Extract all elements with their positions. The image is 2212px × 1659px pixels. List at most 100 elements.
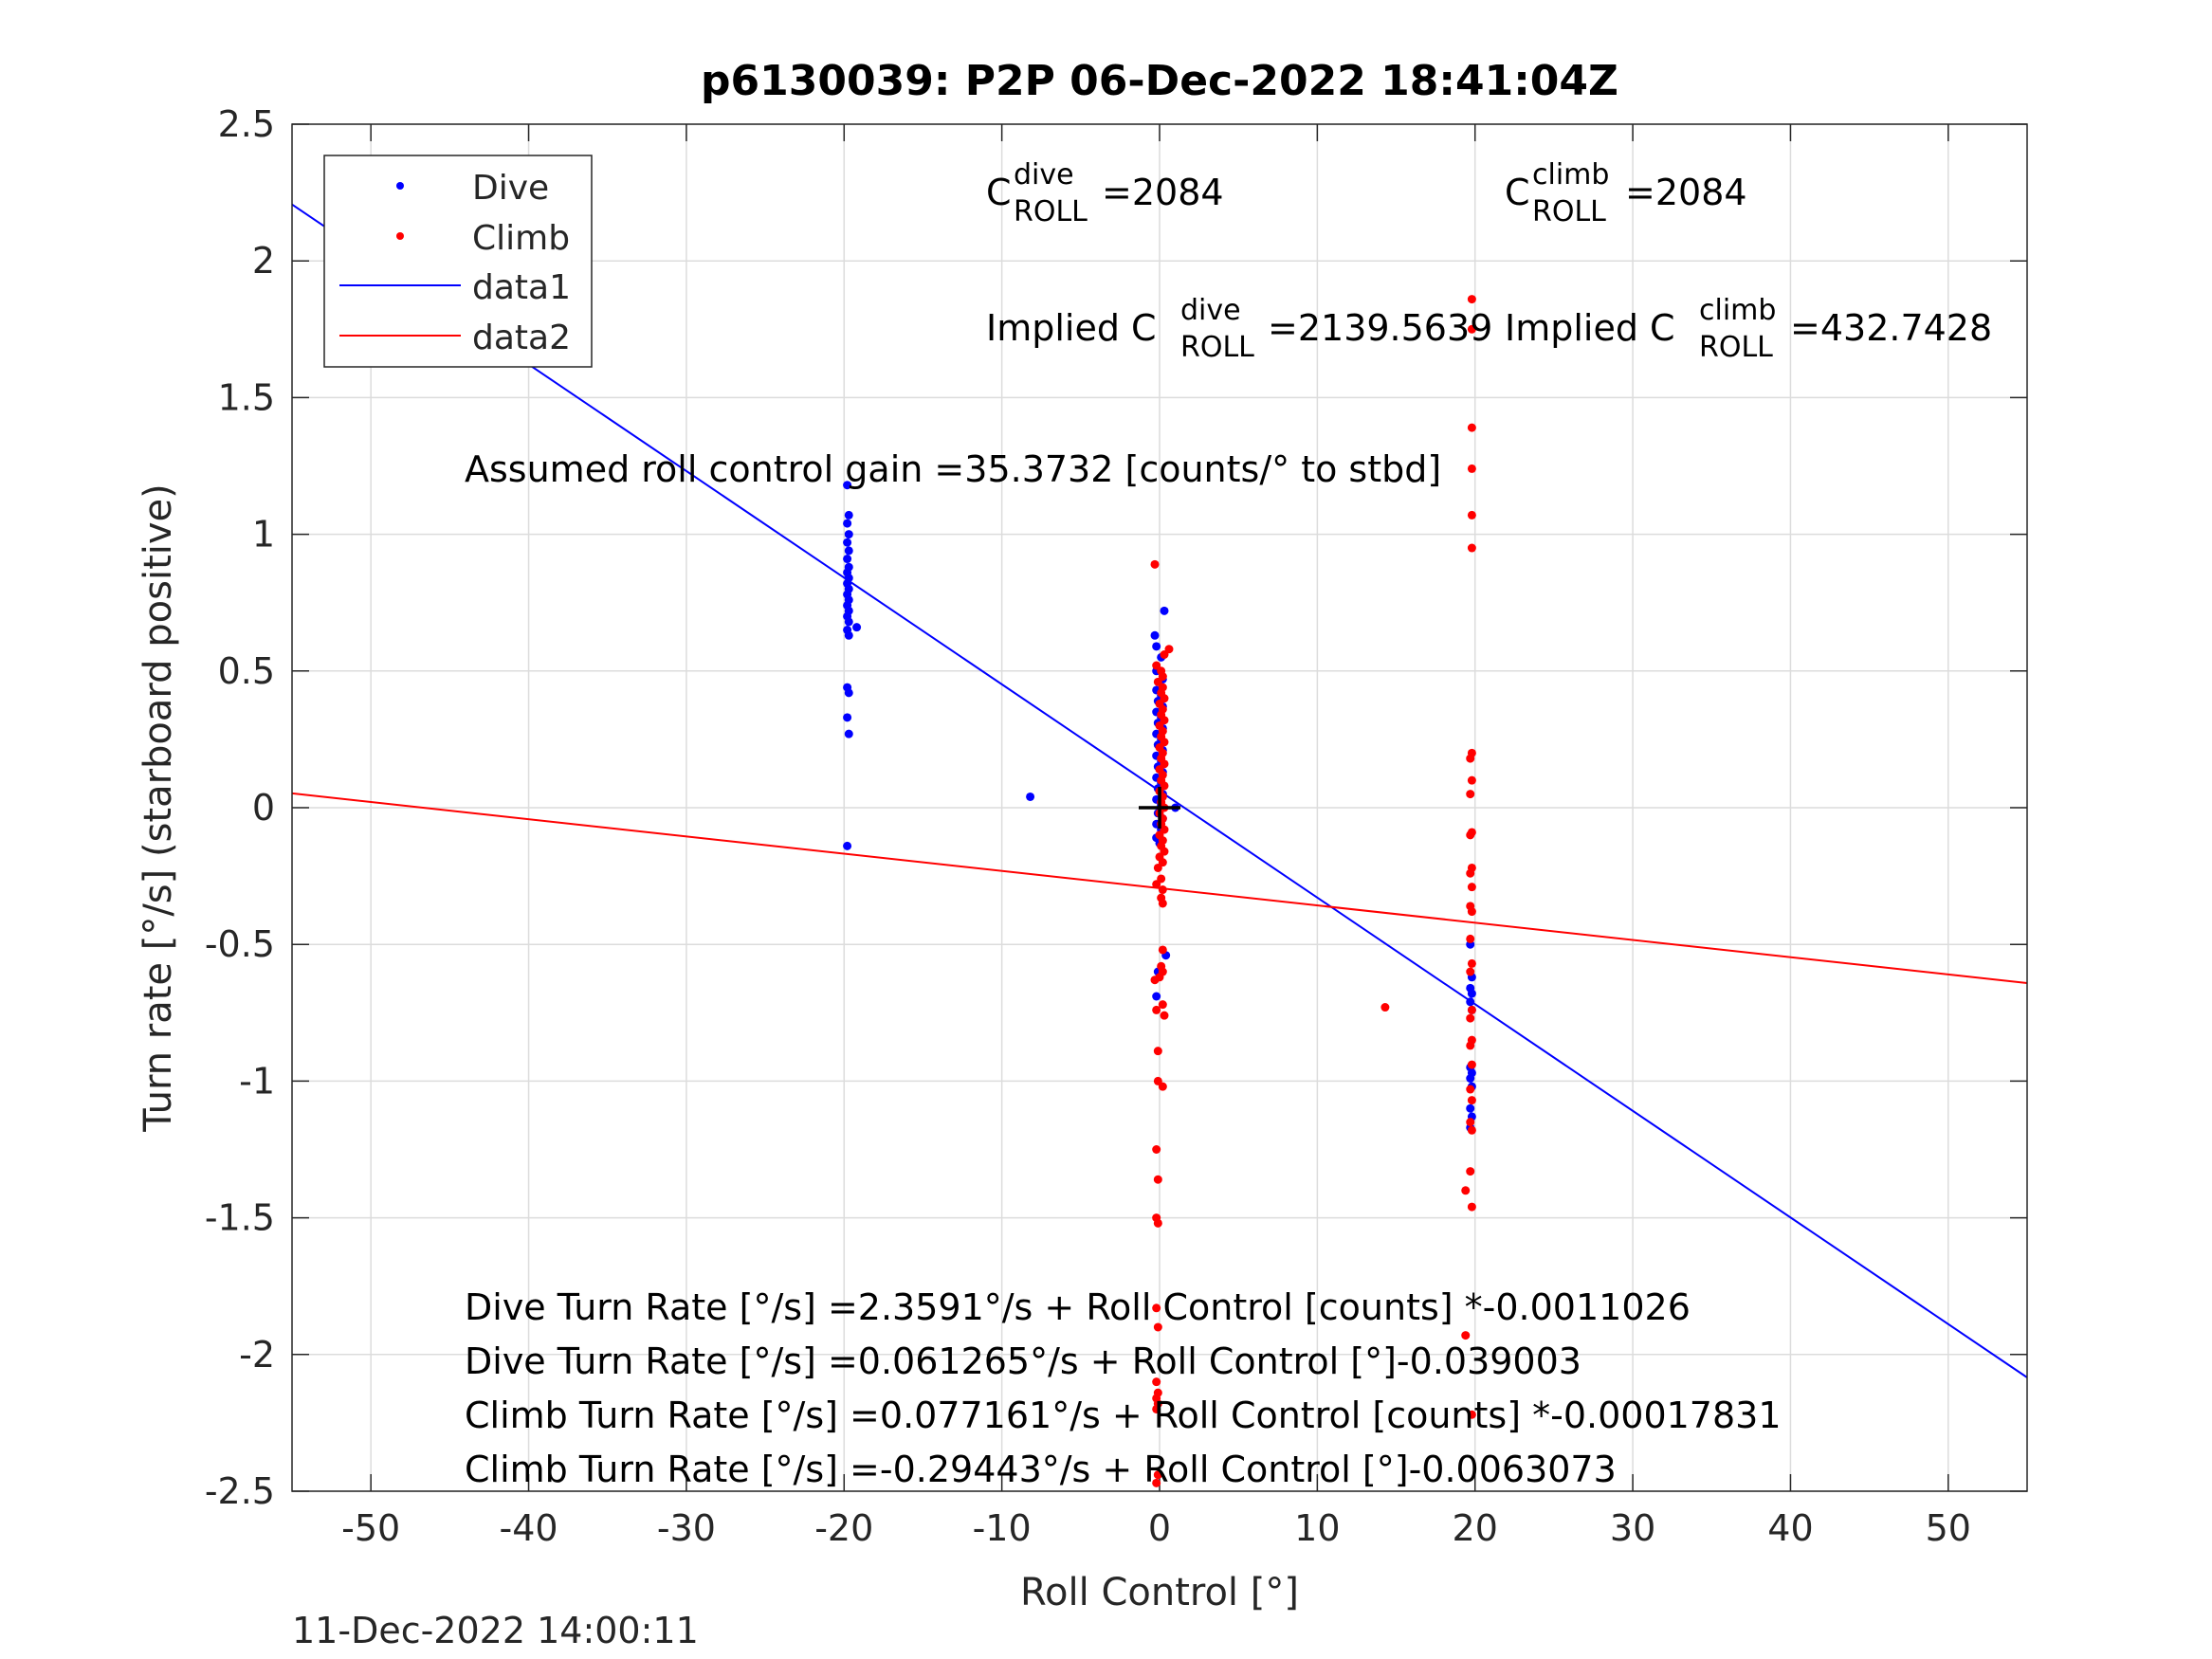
climb-point bbox=[1152, 1404, 1161, 1413]
climb-point bbox=[1466, 868, 1475, 878]
climb-point bbox=[1152, 1478, 1161, 1487]
y-tick-label: 1.5 bbox=[218, 376, 275, 418]
dive-point bbox=[1160, 606, 1169, 615]
legend: Dive Climb data1 data2 bbox=[323, 155, 593, 368]
c-climb-sup: climb bbox=[1532, 158, 1609, 191]
climb-point bbox=[1466, 967, 1475, 976]
climb-point bbox=[1153, 1175, 1162, 1184]
climb-point bbox=[1160, 1011, 1169, 1020]
c-dive-sup: dive bbox=[1014, 158, 1074, 191]
footer-timestamp: 11-Dec-2022 14:00:11 bbox=[292, 1610, 699, 1651]
dive-point bbox=[1152, 992, 1161, 1001]
climb-point bbox=[1153, 1322, 1162, 1332]
climb-point bbox=[1467, 775, 1476, 785]
plot-frame bbox=[291, 123, 2028, 1492]
climb-point bbox=[1380, 1003, 1390, 1012]
climb-point bbox=[1152, 1304, 1161, 1313]
climb-point bbox=[1466, 1013, 1475, 1023]
climb-point bbox=[1150, 975, 1160, 985]
climb-point bbox=[1158, 945, 1167, 955]
climb-point bbox=[1467, 1410, 1476, 1419]
implied-climb-value: =432.7428 bbox=[1790, 307, 1992, 349]
x-axis-label: Roll Control [°] bbox=[1020, 1571, 1299, 1614]
center-crosshair bbox=[1139, 787, 1180, 829]
legend-climb-label: Climb bbox=[472, 219, 570, 258]
climb-point bbox=[1153, 863, 1162, 872]
c-roll-dive-annotation: C dive ROLL =2084 bbox=[986, 158, 1224, 228]
y-tick-label: 2 bbox=[252, 240, 275, 282]
climb-point bbox=[1467, 958, 1476, 968]
dive-point bbox=[1152, 642, 1161, 651]
legend-climb-marker bbox=[396, 232, 404, 240]
climb-point bbox=[1467, 1005, 1476, 1014]
dive-point bbox=[843, 538, 852, 547]
chart-title: p6130039: P2P 06-Dec-2022 18:41:04Z bbox=[701, 57, 1618, 105]
c-dive-name: C bbox=[986, 172, 1012, 213]
climb-point bbox=[1467, 1202, 1476, 1212]
legend-dive-label: Dive bbox=[472, 169, 549, 208]
climb-point bbox=[1158, 885, 1167, 895]
y-tick-label: -2.5 bbox=[205, 1470, 275, 1512]
legend-dive-marker bbox=[396, 182, 404, 190]
x-tick-label: -40 bbox=[500, 1507, 558, 1549]
dive-point bbox=[843, 519, 852, 528]
climb-point bbox=[1466, 1167, 1475, 1176]
climb-point bbox=[1152, 1145, 1161, 1154]
implied-climb-prefix: Implied C bbox=[1505, 307, 1675, 349]
climb-point bbox=[1467, 464, 1476, 473]
climb-point bbox=[1466, 1041, 1475, 1050]
x-tick-labels: -50 -40 -30 -20 -10 0 10 20 30 40 50 bbox=[341, 1507, 1971, 1549]
dive-point bbox=[843, 713, 852, 722]
climb-point bbox=[1152, 1377, 1161, 1387]
climb-point bbox=[1158, 1082, 1167, 1091]
y-tick-label: 0.5 bbox=[218, 650, 275, 692]
c-roll-climb-annotation: C climb ROLL =2084 bbox=[1505, 158, 1747, 228]
x-tick-label: 30 bbox=[1610, 1507, 1655, 1549]
climb-point bbox=[1466, 754, 1475, 763]
dive-point bbox=[843, 481, 852, 490]
climb-point bbox=[1467, 423, 1476, 432]
c-dive-value: =2084 bbox=[1102, 172, 1224, 213]
gain-annotation: Assumed roll control gain =35.3732 [coun… bbox=[465, 448, 1441, 490]
implied-climb-sub: ROLL bbox=[1699, 331, 1773, 364]
climb-point bbox=[1160, 649, 1169, 659]
dive-point bbox=[1467, 989, 1476, 998]
legend-box bbox=[323, 155, 593, 368]
climb-point bbox=[1467, 883, 1476, 892]
dive-point bbox=[844, 729, 853, 738]
x-tick-label: 0 bbox=[1148, 1507, 1171, 1549]
fit-climb-counts: Climb Turn Rate [°/s] =0.077161°/s + Rol… bbox=[465, 1395, 1782, 1436]
y-tick-labels: -2.5 -2 -1.5 -1 -0.5 0 0.5 1 1.5 2 2.5 bbox=[205, 103, 275, 1512]
x-tick-label: 50 bbox=[1926, 1507, 1971, 1549]
implied-c-roll-dive-annotation: Implied C dive ROLL =2139.5639 bbox=[986, 294, 1492, 364]
implied-dive-value: =2139.5639 bbox=[1268, 307, 1492, 349]
y-tick-label: 0 bbox=[252, 787, 275, 829]
fit-dive-degrees: Dive Turn Rate [°/s] =0.061265°/s + Roll… bbox=[465, 1340, 1581, 1382]
climb-point bbox=[1153, 1470, 1162, 1480]
y-tick-label: 1 bbox=[252, 514, 275, 556]
climb-point bbox=[1467, 1060, 1476, 1069]
x-tick-label: -30 bbox=[657, 1507, 716, 1549]
climb-point bbox=[1158, 899, 1167, 908]
dive-point bbox=[1026, 792, 1035, 801]
climb-point bbox=[1461, 1186, 1471, 1195]
y-tick-label: 2.5 bbox=[218, 103, 275, 145]
c-climb-sub: ROLL bbox=[1532, 195, 1606, 228]
climb-point bbox=[1466, 1118, 1475, 1127]
x-tick-label: -20 bbox=[814, 1507, 873, 1549]
dive-point bbox=[844, 510, 853, 520]
dive-point bbox=[844, 546, 853, 556]
climb-point bbox=[1467, 324, 1476, 334]
climb-point bbox=[1153, 1218, 1162, 1228]
c-climb-value: =2084 bbox=[1625, 172, 1747, 213]
climb-point bbox=[1153, 1047, 1162, 1056]
y-tick-label: -1.5 bbox=[205, 1197, 275, 1239]
dive-point bbox=[843, 555, 852, 564]
climb-point bbox=[1461, 1331, 1471, 1340]
y-tick-label: -2 bbox=[239, 1334, 275, 1376]
legend-data1-label: data1 bbox=[472, 268, 571, 307]
implied-c-roll-climb-annotation: Implied C climb ROLL =432.7428 bbox=[1505, 294, 1992, 364]
dive-point bbox=[1466, 997, 1475, 1007]
c-dive-sub: ROLL bbox=[1014, 195, 1088, 228]
